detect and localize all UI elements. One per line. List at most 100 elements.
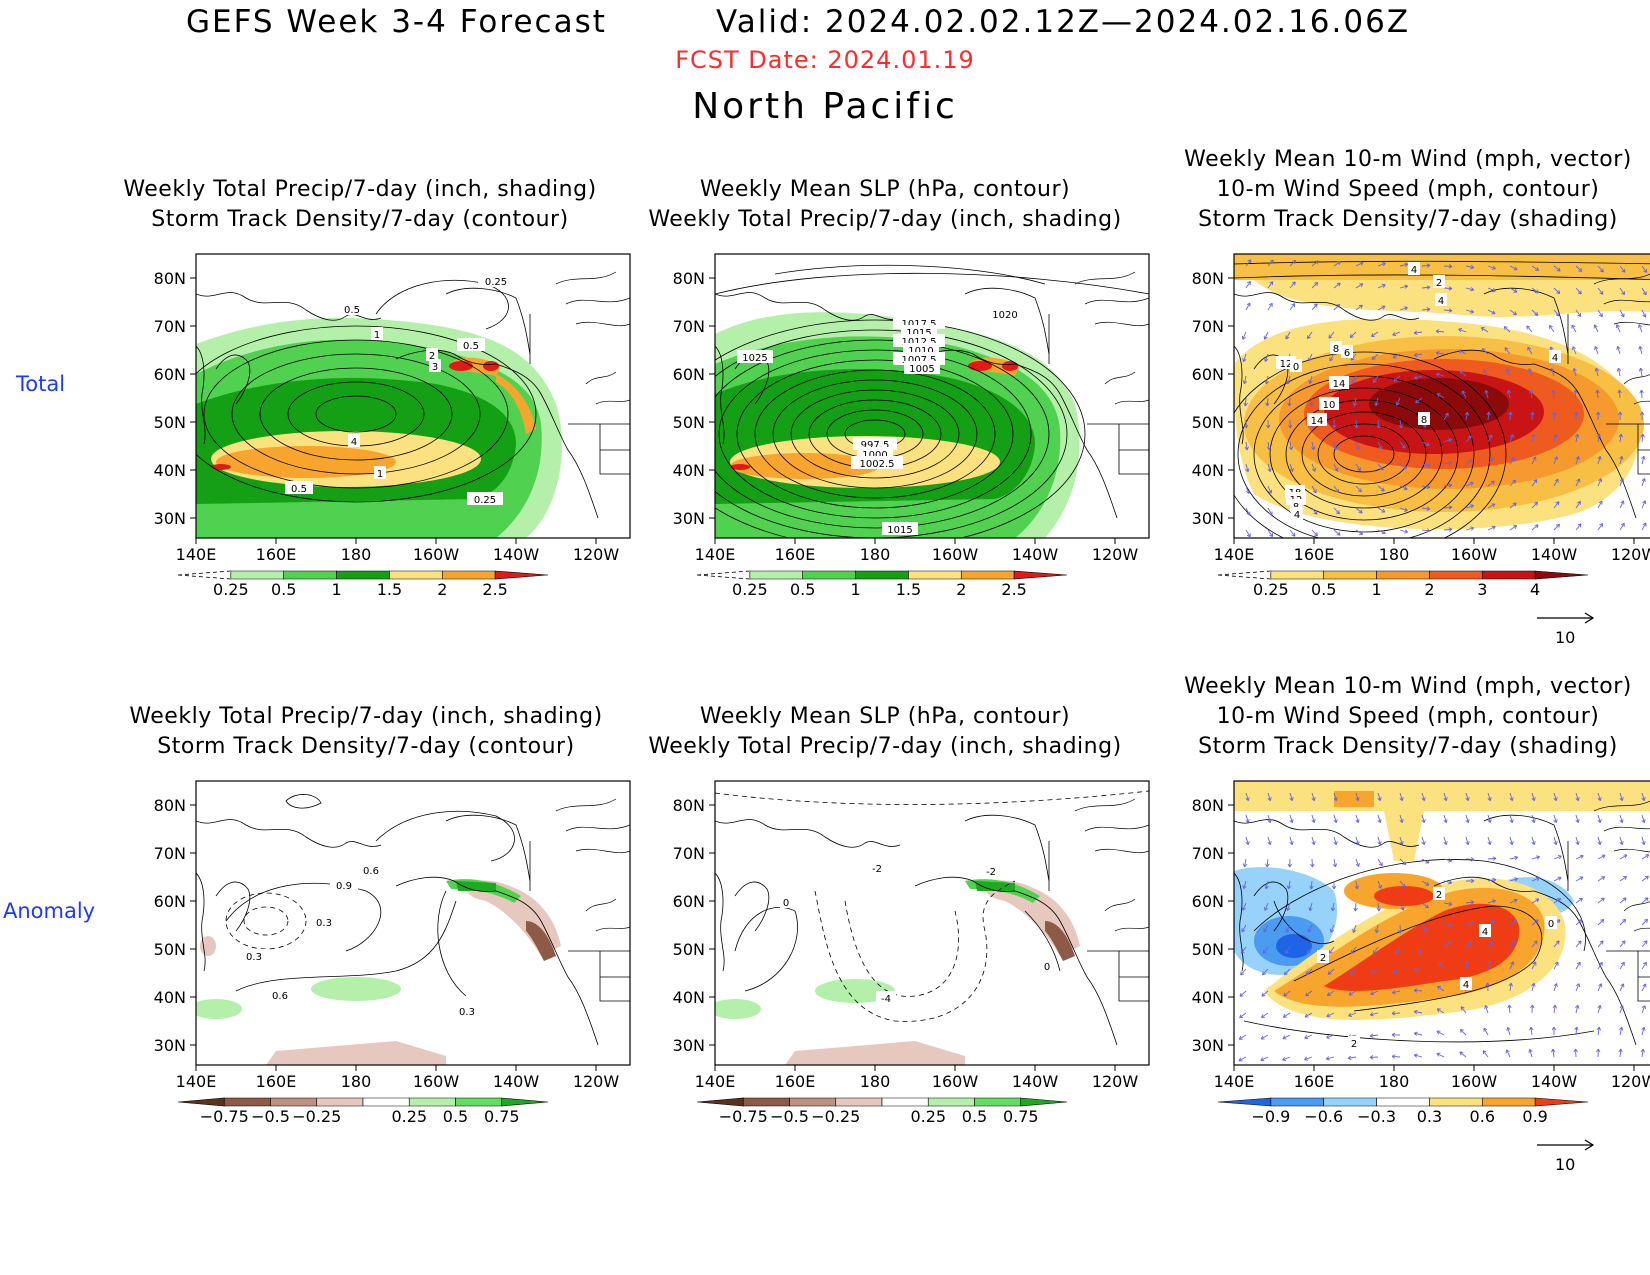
wind-vector-head	[1398, 424, 1404, 429]
wind-vector	[1553, 478, 1559, 487]
map-frame	[195, 780, 631, 1066]
colorbar-label: −0.75	[200, 1107, 249, 1126]
row-label-anomaly: Anomaly	[3, 899, 96, 923]
wind-vector	[1355, 485, 1362, 493]
wind-vector	[1288, 880, 1291, 889]
wind-vector-head	[1370, 333, 1375, 337]
wind-vector	[1377, 858, 1383, 867]
wind-vector-head	[1356, 467, 1361, 472]
wind-vector	[1373, 375, 1379, 383]
longitude-label: 160W	[932, 1072, 979, 1091]
coastline	[1104, 898, 1149, 932]
wind-vector	[1240, 946, 1247, 954]
wind-vector-head	[1536, 855, 1540, 860]
wind-vector-head	[1573, 389, 1578, 394]
coastline	[914, 876, 1016, 892]
contour-label: 0	[783, 898, 789, 909]
wind-vector	[1242, 331, 1247, 340]
latitude-label: 70N	[154, 844, 186, 863]
wind-vector-head	[1448, 527, 1453, 532]
wind-vector-head	[1470, 900, 1475, 905]
wind-vector	[1311, 303, 1318, 311]
wind-vector	[1284, 968, 1291, 976]
precip-shade-2p5in	[730, 453, 880, 479]
wind-vector-head	[1325, 1056, 1330, 1061]
colorbar-label: 0.6	[1470, 1107, 1495, 1126]
wind-vector	[1326, 1034, 1335, 1039]
wind-vector-head	[1311, 819, 1316, 823]
wind-vector	[1641, 792, 1645, 801]
coastline	[1014, 363, 1118, 519]
coastline	[445, 814, 531, 882]
wind-vector-head	[1352, 402, 1358, 407]
coastline	[1483, 287, 1569, 355]
wind-vector-head	[1551, 1048, 1556, 1053]
wind-vector-head	[1355, 862, 1360, 867]
wind-vector-head	[1246, 511, 1251, 516]
precip-shade-max	[211, 464, 231, 470]
wind-vector	[1596, 389, 1599, 399]
wind-vector	[1414, 1011, 1423, 1014]
wind-vector-head	[1436, 393, 1441, 398]
wind-vector-head	[1511, 456, 1515, 461]
wind-vector	[1436, 1030, 1445, 1036]
wind-vector	[1355, 529, 1363, 535]
track-shade-max	[1369, 378, 1509, 430]
wind-vector-head	[1305, 971, 1310, 976]
wind-vector	[1619, 456, 1623, 465]
wind-vector	[1509, 792, 1513, 801]
wind-vector	[1377, 814, 1381, 823]
colorbar-segment	[835, 1097, 883, 1107]
wind-vector	[1482, 1050, 1489, 1058]
wind-vector-head	[1413, 1009, 1418, 1015]
wind-vector	[1289, 792, 1293, 801]
wind-vector-head	[1447, 942, 1452, 946]
precip-shade-2p5in	[216, 446, 396, 478]
coastline	[1593, 800, 1650, 853]
wind-vector-head	[1376, 424, 1381, 429]
wind-vector-head	[1349, 334, 1354, 338]
wind-vector	[1531, 814, 1535, 823]
wind-vector	[1573, 368, 1577, 377]
contour-label: 4	[1411, 265, 1417, 276]
coastline	[1234, 292, 1420, 321]
wind-vector	[1553, 876, 1562, 882]
wind-vector	[1305, 968, 1313, 975]
wind-vector	[1399, 902, 1405, 911]
map-total-precip-storm-track: 0.25 0.5 1 2 3 0.5 4 1 0.5 0.25 80N 70N 60N 50N 40N 30N…	[152, 244, 631, 564]
wind-vector	[1421, 924, 1428, 932]
map-anom-slp-precip: -2 -2 0 0 -4 80N 70N 60N 50N 40N 30N 140E 160E 180 160…	[671, 771, 1150, 1091]
wind-vector-head	[1241, 906, 1246, 911]
wind-vector-head	[1534, 919, 1539, 924]
wind-vector	[1575, 434, 1578, 443]
latitude-label: 70N	[1192, 317, 1224, 336]
wind-vector-head	[1262, 971, 1266, 976]
wind-vector	[1458, 349, 1467, 355]
wind-vector	[1531, 940, 1538, 948]
wind-vector-head	[1620, 983, 1625, 988]
wind-vector-head	[1514, 877, 1518, 882]
wind-vector	[1487, 309, 1496, 315]
wind-vector-head	[1640, 433, 1645, 438]
wind-vector-head	[1505, 368, 1510, 373]
wind-vector-head	[1265, 402, 1270, 407]
wind-vector-head	[1269, 533, 1274, 537]
contour-label: 1	[374, 330, 380, 341]
wind-vector	[1529, 1049, 1533, 1058]
wind-vector	[1553, 961, 1559, 970]
wind-vector	[1553, 265, 1561, 272]
colorbar-anom-precip-2: −0.75 −0.5 −0.25 0.25 0.5 0.75	[687, 1094, 1097, 1130]
wind-vector-head	[1369, 1055, 1374, 1060]
wind-vector-head	[1620, 313, 1625, 318]
contour-label: 6	[1344, 348, 1350, 359]
wind-vector-head	[1551, 389, 1556, 394]
wind-vector-head	[1378, 445, 1383, 450]
wind-vector	[1267, 302, 1273, 311]
colorbar-label: 2	[1424, 580, 1434, 599]
colorbar-label: 0.25	[1253, 580, 1289, 599]
wind-vector	[1509, 287, 1518, 293]
wind-speed-contour	[1234, 260, 1650, 280]
colorbar-segment	[1534, 1097, 1589, 1107]
wind-vector	[1641, 287, 1647, 296]
wind-vector	[1443, 484, 1452, 487]
